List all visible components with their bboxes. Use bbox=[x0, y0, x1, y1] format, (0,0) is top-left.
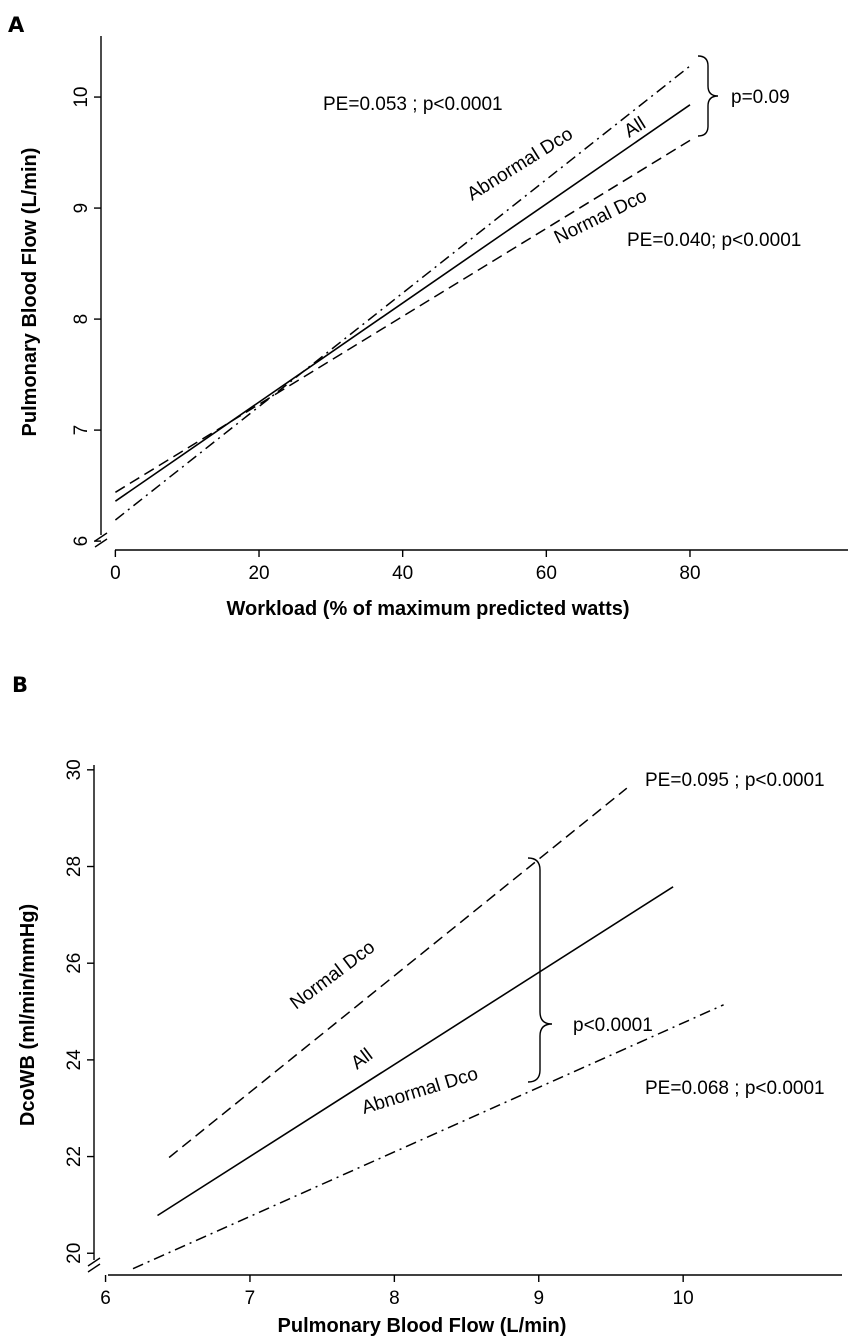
panel-a-pe-normal-text: PE=0.040; p<0.0001 bbox=[627, 230, 801, 251]
panel-b-label-abnormal-dco: Abnormal Dco bbox=[359, 1064, 480, 1119]
panel-b-brace bbox=[527, 857, 553, 1083]
panel-b-y-tick-label: 20 bbox=[64, 1243, 85, 1264]
panel-b-y-tick-label: 26 bbox=[64, 953, 85, 974]
panel-b-label-all: All bbox=[347, 1045, 377, 1074]
panel-a-label-abnormal-dco: Abnormal Dco bbox=[464, 124, 577, 206]
panel-a-pe-abnormal-text: PE=0.053 ; p<0.0001 bbox=[323, 94, 503, 115]
panel-a-y-tick-label: 7 bbox=[71, 425, 92, 436]
panel-a-y-tick-label: 10 bbox=[71, 86, 92, 107]
panel-a-brace bbox=[697, 55, 719, 137]
panel-b-axes: 6 7 8 9 10 20 22 24 26 28 30 bbox=[64, 759, 842, 1309]
panel-b-label: B bbox=[12, 673, 28, 697]
panel-a-axes: 0 20 40 60 80 6 7 8 9 10 bbox=[71, 36, 848, 584]
panel-b-series bbox=[132, 787, 724, 1270]
panel-b-y-tick-label: 30 bbox=[64, 759, 85, 780]
panel-a-x-tick-label: 20 bbox=[248, 563, 269, 584]
panel-a-label: A bbox=[8, 13, 25, 37]
panel-a-series-normal-dco bbox=[115, 139, 691, 493]
panel-a-y-axis-title: Pulmonary Blood Flow (L/min) bbox=[19, 148, 41, 437]
panel-a-p-diff-text: p=0.09 bbox=[731, 87, 790, 108]
panel-a-x-tick-label: 40 bbox=[392, 563, 413, 584]
panel-b-y-tick-label: 24 bbox=[64, 1049, 85, 1071]
panel-a-y-tick-label: 9 bbox=[71, 203, 92, 214]
panel-b-x-tick-label: 9 bbox=[533, 1288, 544, 1309]
panel-b-axis-break-mark bbox=[87, 1257, 101, 1267]
panel-a-series-all bbox=[114, 104, 691, 502]
panel-a-y-tick-label: 8 bbox=[71, 314, 92, 325]
panel-a-axis-break-mark bbox=[94, 538, 108, 548]
panel-b-series-normal-dco bbox=[168, 787, 628, 1159]
panel-a-axis-break-mark bbox=[94, 532, 108, 542]
panel-a-x-tick-label: 80 bbox=[679, 563, 700, 584]
panel-b-label-normal-dco: Normal Dco bbox=[286, 937, 379, 1014]
panel-a-series bbox=[114, 65, 691, 521]
panel-b-series-all bbox=[157, 886, 674, 1217]
panel-a-series-abnormal-dco bbox=[114, 65, 691, 521]
panel-a-x-tick-label: 60 bbox=[536, 563, 557, 584]
panel-a: A 0 20 40 60 80 6 7 8 9 10 Workload (% of maximum… bbox=[8, 13, 848, 620]
panel-b-y-tick-label: 28 bbox=[64, 856, 85, 877]
panel-b-y-axis-title: DcoWB (ml/min/mmHg) bbox=[17, 904, 39, 1126]
panel-b-x-tick-label: 8 bbox=[389, 1288, 400, 1309]
panel-a-x-tick-label: 0 bbox=[110, 563, 121, 584]
panel-b-x-tick-label: 6 bbox=[100, 1288, 111, 1309]
panel-a-x-axis-title: Workload (% of maximum predicted watts) bbox=[226, 598, 629, 620]
panel-b-x-axis-title: Pulmonary Blood Flow (L/min) bbox=[278, 1315, 567, 1337]
panel-b: B 6 7 8 9 10 20 22 24 26 28 30 Pulmonary Blood Flo… bbox=[12, 673, 842, 1337]
panel-b-x-tick-label: 10 bbox=[673, 1288, 694, 1309]
panel-b-axis-break-mark bbox=[87, 1263, 101, 1273]
panel-a-y-tick-label: 6 bbox=[71, 536, 92, 547]
panel-b-pe-normal-text: PE=0.095 ; p<0.0001 bbox=[645, 770, 825, 791]
panel-b-p-diff-text: p<0.0001 bbox=[573, 1015, 653, 1036]
panel-b-y-tick-label: 22 bbox=[64, 1146, 85, 1167]
panel-b-pe-abnormal-text: PE=0.068 ; p<0.0001 bbox=[645, 1078, 825, 1099]
panel-b-x-tick-label: 7 bbox=[245, 1288, 256, 1309]
panel-b-series-abnormal-dco bbox=[132, 1004, 724, 1270]
